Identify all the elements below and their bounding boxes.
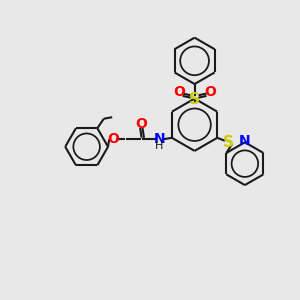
Text: S: S [223, 135, 234, 150]
Text: N: N [239, 134, 251, 148]
Text: O: O [135, 116, 147, 130]
Text: O: O [204, 85, 216, 99]
Text: O: O [173, 85, 185, 99]
Text: O: O [107, 132, 119, 146]
Text: H: H [155, 141, 163, 151]
Text: N: N [154, 132, 165, 146]
Text: S: S [189, 92, 200, 107]
